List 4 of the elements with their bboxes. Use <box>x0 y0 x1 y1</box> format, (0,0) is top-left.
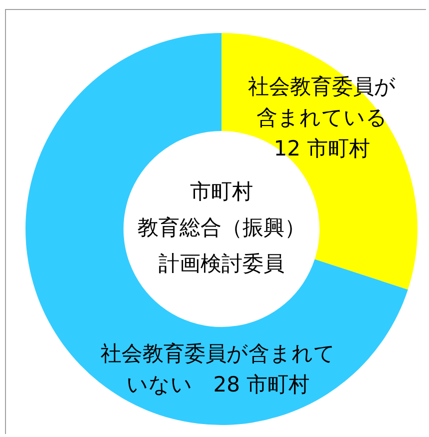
text: 市町村教育総合（振興）計画検討委員 <box>138 179 306 276</box>
data-label: 12 市町村 <box>274 136 370 160</box>
slice-label: 社会教育委員が含まれていない 28 市町村 <box>100 341 336 396</box>
slice-label: 社会教育委員が含まれている <box>248 74 396 130</box>
